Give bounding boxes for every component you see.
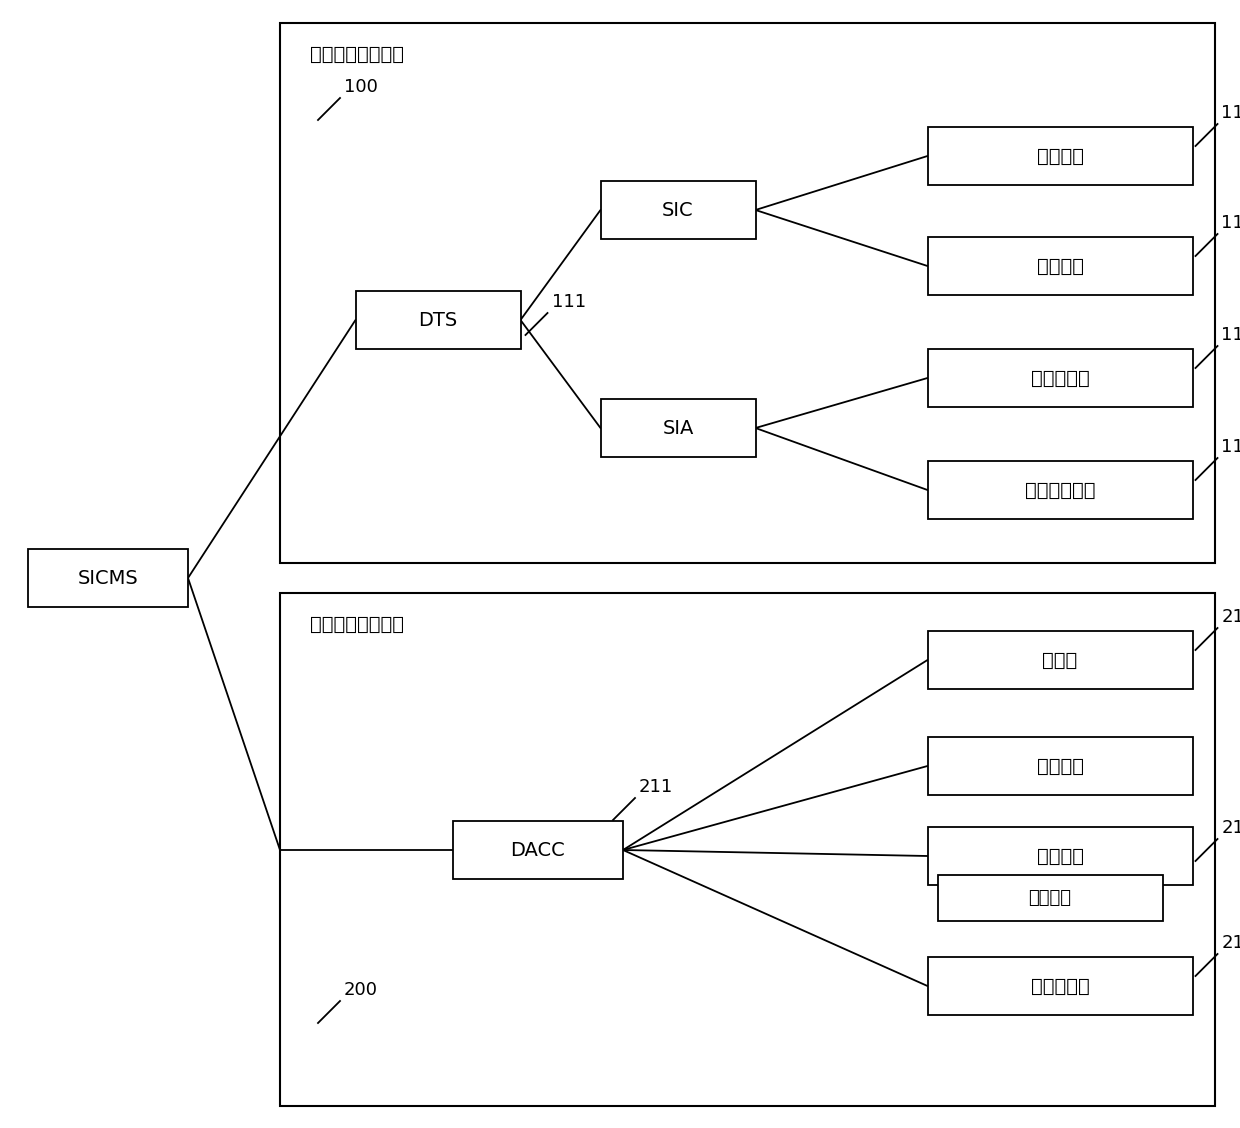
Text: 115: 115 [1221, 438, 1240, 456]
Text: 系统日志管理系统: 系统日志管理系统 [310, 615, 404, 634]
Text: 模板选择器: 模板选择器 [1030, 369, 1090, 388]
Bar [600, 180, 755, 239]
Text: 200: 200 [343, 981, 378, 999]
Text: 数据生成器: 数据生成器 [1030, 977, 1090, 996]
Text: 数据库: 数据库 [1043, 651, 1078, 670]
Text: 报警模块: 报警模块 [1028, 889, 1071, 907]
Text: 控制中心: 控制中心 [1037, 757, 1084, 776]
Bar [928, 957, 1193, 1015]
Bar [928, 237, 1193, 296]
Text: 112: 112 [1221, 104, 1240, 122]
Bar [600, 399, 755, 457]
Bar [937, 875, 1163, 920]
Bar [928, 631, 1193, 689]
Bar [280, 593, 1215, 1105]
Text: 213: 213 [1221, 819, 1240, 837]
Text: 心跳检测: 心跳检测 [1037, 256, 1084, 275]
Text: SIA: SIA [662, 418, 693, 438]
Text: 关键字过滤器: 关键字过滤器 [1024, 481, 1095, 500]
Text: SIC: SIC [662, 201, 694, 220]
Text: 113: 113 [1221, 214, 1240, 232]
Bar [453, 821, 622, 879]
Bar [280, 23, 1215, 563]
Bar [928, 461, 1193, 519]
Text: DACC: DACC [511, 840, 565, 860]
Bar [29, 549, 188, 607]
Bar [928, 127, 1193, 185]
Text: 消息队列: 消息队列 [1037, 147, 1084, 166]
Text: 监控中心: 监控中心 [1037, 846, 1084, 865]
Text: 100: 100 [343, 78, 378, 96]
Text: SICMS: SICMS [78, 569, 139, 588]
Text: DTS: DTS [418, 310, 458, 329]
Text: 系统日志采集系统: 系统日志采集系统 [310, 45, 404, 64]
Bar [928, 827, 1193, 885]
Text: 111: 111 [552, 293, 585, 311]
Bar [356, 291, 521, 349]
Text: 214: 214 [1221, 608, 1240, 626]
Bar [928, 349, 1193, 407]
Text: 211: 211 [639, 778, 673, 796]
Text: 114: 114 [1221, 326, 1240, 344]
Text: 212: 212 [1221, 934, 1240, 952]
Bar [928, 737, 1193, 795]
